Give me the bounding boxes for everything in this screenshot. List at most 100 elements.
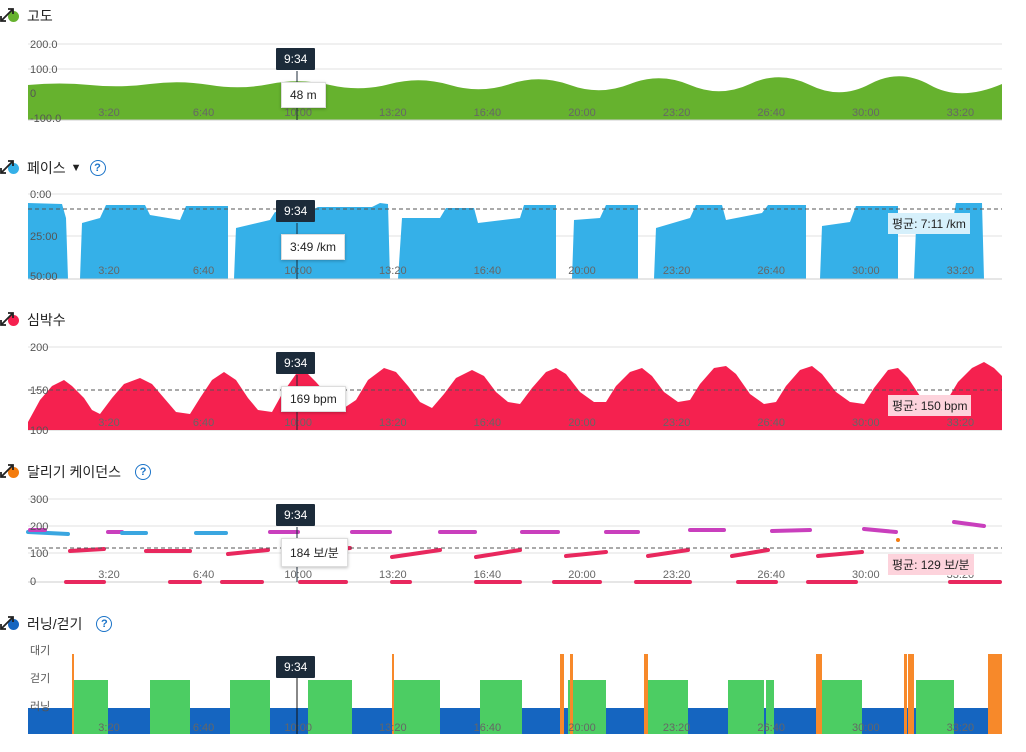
cursor-time-box: 9:34 [276, 48, 316, 70]
time-tick-label: 16:40 [474, 569, 502, 581]
pace-area [28, 203, 984, 279]
time-tick-label: 26:40 [757, 417, 785, 429]
cadence-tooltip: 184 보/분 [281, 538, 348, 567]
time-tick-label: 10:00 [284, 107, 312, 119]
time-tick-label: 33:20 [947, 107, 975, 119]
time-tick-label: 6:40 [193, 722, 214, 734]
time-tick-label: 20:00 [568, 265, 596, 277]
cadence-y-label: 200 [30, 521, 48, 533]
time-tick-label: 16:40 [474, 107, 502, 119]
time-tick-label: 6:40 [193, 569, 214, 581]
pace-average-label: 평균: 7:11 /km [888, 213, 970, 234]
pace-y-label: 25:00 [30, 231, 58, 243]
runwalk-title: 러닝/걷기 ? [8, 614, 113, 634]
altitude-y-label: 0 [30, 88, 36, 100]
cadence-average-label: 평균: 129 보/분 [888, 554, 974, 575]
expand-icon[interactable] [0, 312, 14, 326]
heart-title: 심박수 [8, 310, 66, 330]
time-tick-label: 3:20 [98, 569, 119, 581]
altitude-legend-dot [8, 10, 19, 22]
heart-area [28, 362, 1002, 430]
time-tick-label: 16:40 [474, 417, 502, 429]
cadence-dots [26, 520, 1002, 584]
time-tick-label: 3:20 [98, 417, 119, 429]
time-tick-label: 3:20 [98, 722, 119, 734]
altitude-y-label: -100.0 [30, 113, 61, 125]
help-icon[interactable]: ? [89, 160, 106, 176]
help-icon[interactable]: ? [96, 616, 113, 632]
altitude-y-label: 100.0 [30, 64, 58, 76]
expand-icon[interactable] [0, 464, 14, 478]
time-tick-label: 16:40 [474, 722, 502, 734]
help-icon[interactable]: ? [135, 464, 152, 480]
time-tick-label: 10:00 [284, 569, 312, 581]
heart-panel: 심박수 200 150 100 3:20 6:40 10:00 13:20 16:40 2… [0, 310, 1026, 437]
cursor-time-box: 9:34 [276, 200, 316, 222]
time-tick-label: 23:20 [663, 265, 691, 277]
cadence-legend-dot [8, 466, 19, 478]
pace-title: 페이스 ▼ ? [8, 158, 106, 178]
walk-blocks [74, 680, 954, 734]
time-tick-label: 6:40 [193, 265, 214, 277]
cadence-chart[interactable]: 300 200 100 0 3:20 6:40 10:00 13:20 16:40 20:… [0, 462, 1026, 588]
pace-y-label: 0:00 [30, 189, 51, 201]
cadence-y-label: 0 [30, 576, 36, 588]
altitude-chart[interactable]: 200.0 100.0 0 -100.0 3:20 6:40 10:00 13:20 1… [0, 6, 1026, 126]
runwalk-y-label: 대기 [30, 644, 50, 657]
time-tick-label: 23:20 [663, 417, 691, 429]
pace-legend-dot [8, 162, 19, 174]
time-tick-label: 20:00 [568, 107, 596, 119]
expand-icon[interactable] [0, 160, 14, 174]
time-tick-label: 10:00 [284, 417, 312, 429]
heart-average-label: 평균: 150 bpm [888, 395, 972, 416]
time-tick-label: 33:20 [947, 722, 975, 734]
time-tick-label: 30:00 [852, 417, 880, 429]
runwalk-legend-dot [8, 618, 19, 630]
pace-title-text: 페이스 [27, 160, 66, 176]
time-tick-label: 16:40 [474, 265, 502, 277]
dropdown-triangle-icon[interactable]: ▼ [70, 162, 82, 174]
time-tick-label: 23:20 [663, 722, 691, 734]
time-tick-label: 33:20 [947, 265, 975, 277]
time-tick-label: 26:40 [757, 107, 785, 119]
cursor-time-box: 9:34 [276, 504, 316, 526]
time-tick-label: 30:00 [852, 107, 880, 119]
time-tick-label: 26:40 [757, 722, 785, 734]
time-tick-label: 33:20 [947, 417, 975, 429]
altitude-panel: 고도 200.0 100.0 0 -100.0 3:20 6:40 10:00 13:… [0, 6, 1026, 126]
altitude-tooltip: 48 m [281, 82, 326, 108]
runwalk-y-label: 걷기 [30, 672, 50, 685]
idle-blocks [72, 654, 1002, 734]
time-tick-label: 23:20 [663, 107, 691, 119]
cadence-panel: 달리기 케이던스 ? [0, 462, 1026, 588]
time-tick-label: 6:40 [193, 417, 214, 429]
time-tick-label: 20:00 [568, 722, 596, 734]
time-tick-label: 26:40 [757, 265, 785, 277]
altitude-title: 고도 [8, 6, 53, 26]
cadence-y-label: 100 [30, 548, 48, 560]
time-tick-label: 6:40 [193, 107, 214, 119]
pace-chart[interactable]: 0:00 25:00 50:00 3:20 6:40 10:00 13:20 16:40… [0, 158, 1026, 283]
altitude-area [28, 76, 1002, 120]
time-tick-label: 10:00 [284, 265, 312, 277]
time-tick-label: 30:00 [852, 722, 880, 734]
pace-y-label: 50:00 [30, 271, 58, 283]
time-tick-label: 13:20 [379, 417, 407, 429]
heart-tooltip: 169 bpm [281, 386, 346, 412]
cursor-time-box: 9:34 [276, 352, 316, 374]
time-tick-label: 13:20 [379, 569, 407, 581]
time-tick-label: 20:00 [568, 417, 596, 429]
altitude-y-label: 200.0 [30, 39, 58, 51]
runwalk-title-text: 러닝/걷기 [27, 616, 83, 632]
heart-y-label: 100 [30, 425, 48, 437]
runwalk-y-label: 러닝 [30, 700, 50, 713]
time-tick-label: 23:20 [663, 569, 691, 581]
expand-icon[interactable] [0, 616, 14, 630]
runwalk-chart[interactable]: 대기 걷기 러닝 3:20 6:40 10:00 13:20 16:40 20:00 23:… [0, 614, 1026, 752]
heart-chart[interactable]: 200 150 100 3:20 6:40 10:00 13:20 16:40 20:00… [0, 310, 1026, 437]
heart-y-label: 150 [30, 385, 48, 397]
time-tick-label: 13:20 [379, 722, 407, 734]
time-tick-label: 30:00 [852, 569, 880, 581]
expand-icon[interactable] [0, 8, 14, 22]
time-tick-label: 13:20 [379, 265, 407, 277]
